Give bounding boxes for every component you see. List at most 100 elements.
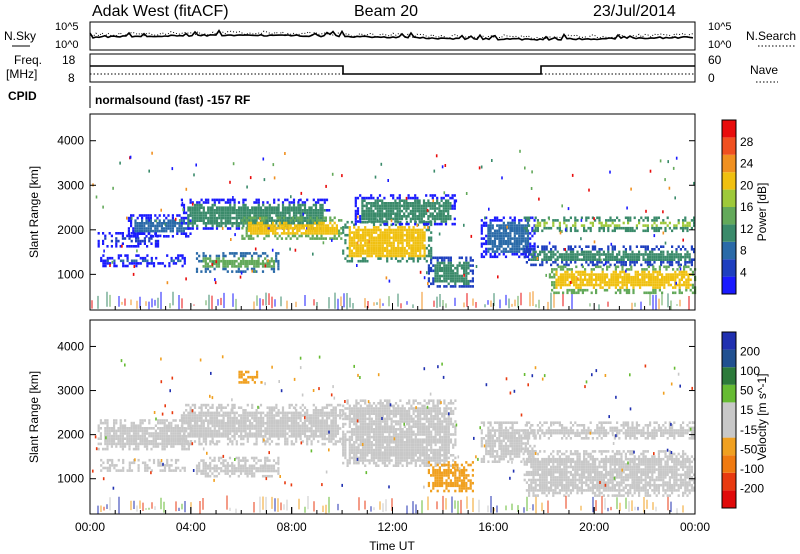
heatmap-cell	[180, 437, 183, 441]
colorbar-swatch	[722, 120, 736, 138]
heatmap-cell	[409, 209, 412, 213]
heatmap-cell	[209, 416, 212, 420]
heatmap-cell	[163, 442, 166, 446]
heatmap-cell	[590, 273, 593, 276]
heatmap-cell	[275, 214, 278, 217]
heatmap-cell	[267, 232, 270, 235]
heatmap-cell	[245, 226, 248, 230]
heatmap-cell	[353, 236, 356, 240]
heatmap-cell	[231, 216, 234, 220]
heatmap-cell	[518, 219, 521, 222]
heatmap-cell	[211, 416, 214, 420]
heatmap-cell	[407, 194, 410, 197]
heatmap-cell	[149, 235, 152, 238]
heatmap-cell	[394, 249, 398, 253]
heatmap-cell	[237, 227, 241, 230]
heatmap-cell	[115, 237, 118, 240]
heatmap-cell	[121, 442, 124, 446]
heatmap-cell	[405, 217, 408, 221]
heatmap-cell	[176, 442, 179, 446]
heatmap-cell	[566, 278, 569, 282]
cpid-panel: CPID normalsound (fast) -157 RF	[8, 86, 250, 108]
heatmap-cell	[316, 224, 319, 227]
heatmap-cell	[366, 252, 369, 255]
heatmap-cell	[295, 211, 298, 215]
heatmap-cell	[683, 268, 686, 271]
heatmap-cell	[268, 262, 271, 266]
heatmap-cell	[632, 291, 635, 295]
heatmap-cell	[636, 278, 639, 282]
colorbar-frame	[721, 119, 737, 295]
heatmap-cell	[353, 223, 356, 227]
heatmap-cell	[320, 224, 323, 227]
heatmap-cell	[252, 219, 254, 223]
heatmap-cell	[416, 228, 420, 232]
heatmap-cell	[667, 281, 670, 284]
heatmap-cell	[135, 245, 138, 248]
heatmap-cell	[135, 427, 138, 430]
heatmap-cell	[403, 215, 406, 218]
heatmap-cell	[603, 278, 606, 282]
heatmap-cell	[489, 242, 492, 246]
heatmap-cell	[408, 241, 411, 245]
heatmap-cell	[366, 244, 369, 247]
heatmap-cell	[379, 254, 382, 258]
heatmap-cell	[122, 262, 125, 265]
heatmap-cell	[646, 224, 649, 227]
heatmap-cell	[191, 227, 194, 230]
heatmap-cell	[487, 234, 490, 238]
heatmap-cell	[202, 424, 205, 428]
heatmap-cell	[174, 256, 178, 260]
heatmap-cell	[440, 217, 443, 221]
heatmap-cell	[141, 239, 144, 243]
heatmap-cell	[354, 199, 357, 202]
heatmap-cell	[602, 224, 605, 227]
heatmap-cell	[377, 249, 380, 253]
heatmap-cell	[440, 220, 443, 223]
heatmap-cell	[567, 253, 570, 256]
heatmap-cell	[682, 255, 685, 259]
heatmap-cell	[113, 466, 116, 470]
heatmap-cell	[268, 259, 271, 263]
heatmap-cell	[690, 226, 693, 230]
heatmap-cell	[680, 283, 683, 287]
heatmap-cell	[307, 234, 310, 238]
heatmap-cell	[183, 440, 186, 443]
heatmap-cell	[251, 411, 254, 415]
heatmap-cell	[438, 279, 441, 283]
heatmap-cell	[469, 256, 472, 260]
heatmap-cell	[578, 258, 581, 261]
heatmap-cell	[311, 219, 314, 222]
heatmap-cell	[275, 219, 278, 222]
heatmap-cell	[588, 275, 591, 279]
heatmap-cell	[558, 224, 561, 227]
heatmap-cell	[568, 268, 571, 271]
heatmap-cell	[143, 214, 146, 217]
heatmap-cell	[102, 264, 105, 268]
heatmap-cell	[209, 440, 212, 443]
heatmap-cell	[207, 435, 210, 438]
heatmap-cell	[262, 214, 265, 217]
heatmap-cell	[627, 216, 630, 220]
heatmap-cell	[392, 241, 395, 245]
heatmap-cell	[318, 237, 321, 240]
heatmap-cell	[430, 223, 433, 227]
heatmap-cell	[247, 229, 250, 233]
heatmap-cell	[430, 257, 433, 260]
heatmap-cell	[250, 267, 254, 271]
heatmap-cell	[148, 466, 151, 470]
heatmap-cell	[491, 247, 494, 251]
heatmap-cell	[266, 222, 269, 225]
heatmap-cell	[296, 226, 299, 230]
heatmap-cell	[364, 226, 367, 229]
heatmap-cell	[423, 226, 426, 229]
heatmap-cell	[399, 236, 402, 240]
heatmap-cell	[137, 429, 140, 433]
heatmap-cell	[132, 442, 135, 446]
heatmap-cell	[218, 209, 221, 212]
heatmap-cell	[620, 255, 623, 259]
heatmap-cell	[233, 222, 236, 225]
heatmap-cell	[222, 424, 225, 428]
heatmap-cell	[427, 279, 430, 283]
heatmap-cell	[375, 252, 378, 255]
